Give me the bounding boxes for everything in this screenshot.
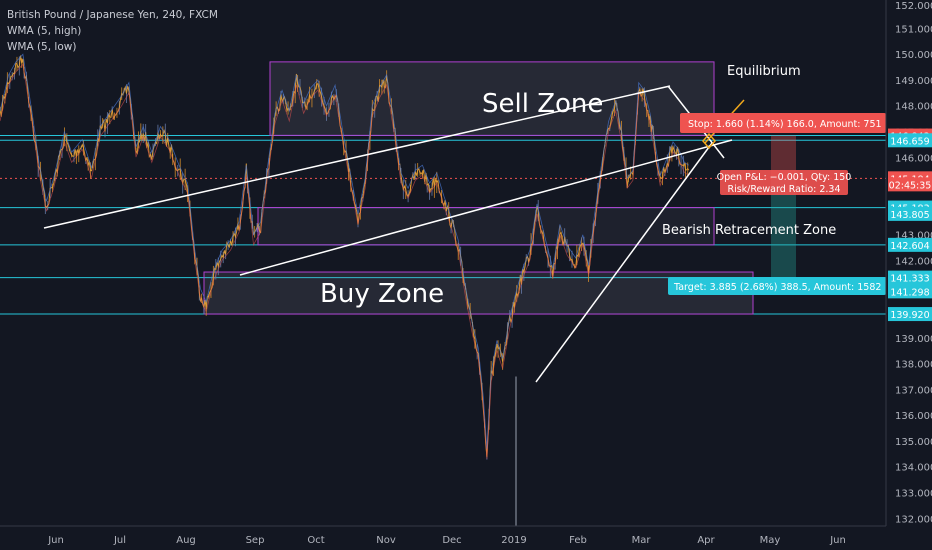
- target-label-bg: [668, 277, 886, 295]
- bearish-retracement-zone-box[interactable]: [257, 207, 715, 246]
- y-tick-label: 138.000: [895, 360, 932, 371]
- equilibrium-marker[interactable]: [702, 132, 716, 150]
- y-tick-label: 139.000: [895, 334, 932, 345]
- price-tag-bg: [888, 133, 932, 148]
- price-tag-bg: [888, 284, 932, 299]
- upper-trendline[interactable]: [43, 85, 671, 229]
- stop-label-bg: [680, 113, 886, 133]
- y-tick-label: 150.000: [895, 50, 932, 61]
- price-tag-bg: [888, 270, 932, 285]
- buy-zone-box[interactable]: [203, 271, 754, 315]
- target-box[interactable]: [771, 178, 796, 279]
- x-tick-label: Sep: [246, 535, 265, 546]
- x-tick-label: Nov: [376, 535, 396, 546]
- y-tick-label: 152.000: [895, 1, 932, 12]
- price-tag-bg: [888, 177, 932, 192]
- x-tick-label: May: [760, 535, 781, 546]
- y-tick-label: 135.000: [895, 437, 932, 448]
- price-tag-label: 02:45:35: [889, 180, 932, 191]
- legend-wma-low[interactable]: WMA (5, low): [7, 41, 77, 53]
- price-tag-label: 143.805: [890, 210, 929, 221]
- open-pnl-label: Open P&L: −0.001, Qty: 150: [717, 172, 852, 183]
- x-tick-label: Dec: [442, 535, 461, 546]
- y-tick-label: 133.000: [895, 488, 932, 499]
- x-tick-label: Apr: [697, 535, 715, 546]
- price-tag-label: 146.659: [890, 136, 929, 147]
- y-tick-label: 151.000: [895, 24, 932, 35]
- target-label: Target: 3.885 (2.68%) 388.5, Amount: 158…: [673, 282, 881, 293]
- risk-reward-label: Risk/Reward Ratio: 2.34: [727, 184, 840, 195]
- y-tick-label: 132.000: [895, 514, 932, 525]
- y-tick-label: 137.000: [895, 385, 932, 396]
- x-tick-label: 2019: [501, 535, 526, 546]
- x-tick-label: Jun: [829, 535, 846, 546]
- rising-trendline[interactable]: [535, 142, 713, 383]
- y-tick-label: 142.000: [895, 256, 932, 267]
- y-tick-label: 149.000: [895, 76, 932, 87]
- pnl-label-bg: [720, 170, 848, 195]
- price-tag-bg: [888, 206, 932, 221]
- sell-zone-box[interactable]: [269, 61, 715, 136]
- legend-symbol: British Pound / Japanese Yen, 240, FXCM: [7, 9, 218, 21]
- y-tick-label: 146.000: [895, 153, 932, 164]
- y-tick-label: 136.000: [895, 411, 932, 422]
- wma-high-line: [0, 53, 690, 449]
- sell-zone-label: Sell Zone: [482, 89, 603, 119]
- y-tick-label: 134.000: [895, 463, 932, 474]
- lower-trendline[interactable]: [239, 139, 733, 276]
- x-tick-label: Aug: [176, 535, 196, 546]
- x-tick-label: Oct: [307, 535, 324, 546]
- y-tick-label: 143.000: [895, 231, 932, 242]
- x-tick-label: Mar: [632, 535, 652, 546]
- y-tick-label: 148.000: [895, 102, 932, 113]
- chart-legend: British Pound / Japanese Yen, 240, FXCM …: [7, 7, 218, 55]
- buy-zone-label: Buy Zone: [320, 279, 444, 309]
- price-tag-bg: [888, 237, 932, 252]
- price-tag-label: 142.604: [890, 241, 929, 252]
- stop-label: Stop: 1.660 (1.14%) 166.0, Amount: 751: [688, 119, 882, 130]
- equilibrium-label: Equilibrium: [727, 64, 801, 79]
- wma-low-line: [0, 63, 690, 459]
- price-tag-label: 141.298: [890, 287, 929, 298]
- x-tick-label: Jun: [47, 535, 64, 546]
- x-tick-label: Feb: [569, 535, 587, 546]
- price-tag-bg: [888, 307, 932, 322]
- price-tag-label: 139.920: [890, 310, 929, 321]
- x-tick-label: Jul: [113, 535, 126, 546]
- legend-wma-high[interactable]: WMA (5, high): [7, 25, 82, 37]
- bearish-zone-label: Bearish Retracement Zone: [662, 223, 836, 238]
- price-tag-label: 141.333: [890, 274, 929, 285]
